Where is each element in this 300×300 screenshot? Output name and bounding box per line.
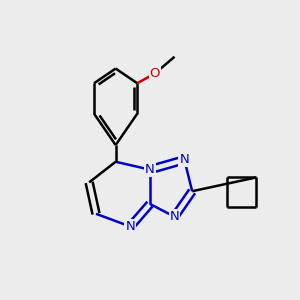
Text: N: N	[179, 153, 189, 166]
Text: O: O	[150, 67, 160, 80]
Text: N: N	[145, 163, 155, 176]
Text: N: N	[125, 220, 135, 233]
Text: N: N	[170, 210, 179, 223]
